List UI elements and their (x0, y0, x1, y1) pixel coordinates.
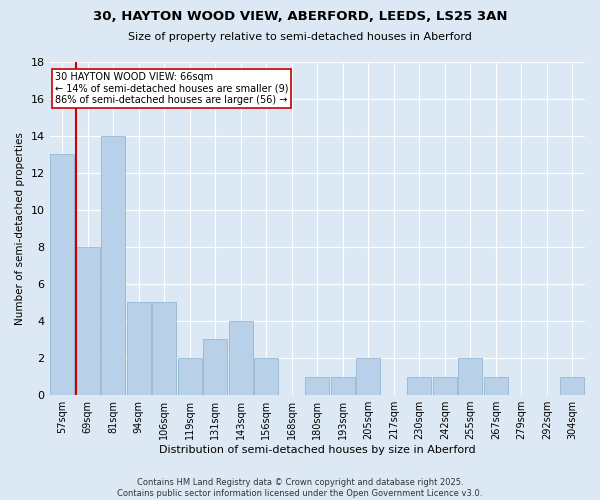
Bar (178, 358, 202, 395)
Bar (484, 376, 508, 395)
Bar (407, 376, 431, 395)
Text: Contains HM Land Registry data © Crown copyright and database right 2025.
Contai: Contains HM Land Registry data © Crown c… (118, 478, 482, 498)
Bar (305, 376, 329, 395)
Y-axis label: Number of semi-detached properties: Number of semi-detached properties (15, 132, 25, 324)
Bar (331, 376, 355, 395)
X-axis label: Distribution of semi-detached houses by size in Aberford: Distribution of semi-detached houses by … (159, 445, 476, 455)
Bar (458, 358, 482, 395)
Bar (50, 154, 74, 395)
Text: 30 HAYTON WOOD VIEW: 66sqm
← 14% of semi-detached houses are smaller (9)
86% of : 30 HAYTON WOOD VIEW: 66sqm ← 14% of semi… (55, 72, 289, 104)
Text: 30, HAYTON WOOD VIEW, ABERFORD, LEEDS, LS25 3AN: 30, HAYTON WOOD VIEW, ABERFORD, LEEDS, L… (93, 10, 507, 23)
Bar (433, 376, 457, 395)
Bar (254, 358, 278, 395)
Bar (152, 302, 176, 395)
Bar (76, 247, 100, 395)
Bar (356, 358, 380, 395)
Bar (229, 321, 253, 395)
Bar (560, 376, 584, 395)
Bar (127, 302, 151, 395)
Text: Size of property relative to semi-detached houses in Aberford: Size of property relative to semi-detach… (128, 32, 472, 42)
Bar (101, 136, 125, 395)
Bar (203, 340, 227, 395)
